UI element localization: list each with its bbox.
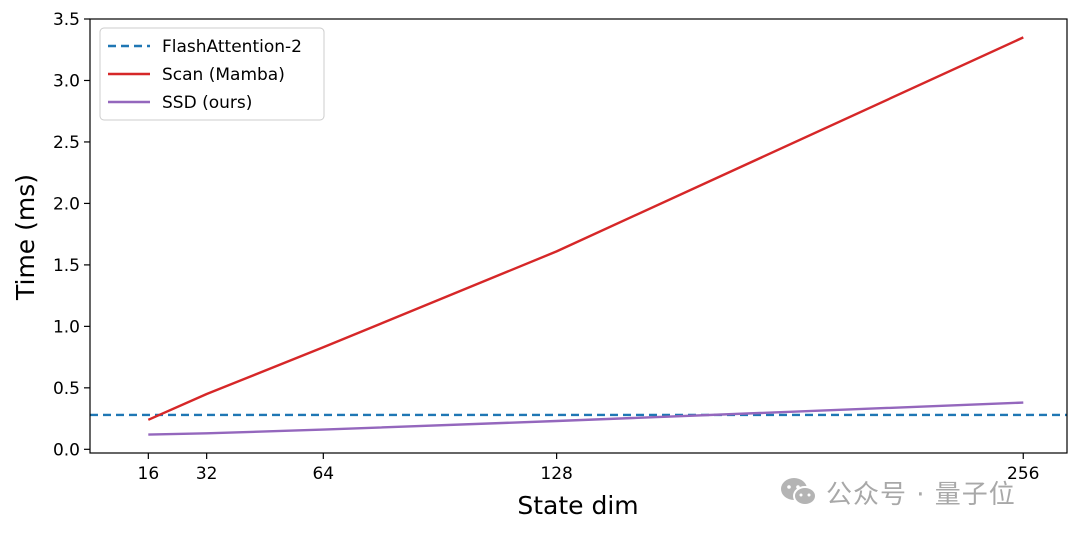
y-axis-label: Time (ms)	[11, 174, 40, 301]
legend-box	[99, 27, 325, 121]
legend-items: FlashAttention-2 Scan (Mamba) SSD (ours)	[108, 37, 302, 113]
watermark: 公众号 · 量子位	[780, 472, 1016, 512]
plot-frame	[89, 18, 1068, 454]
x-tick-label: 16	[138, 464, 160, 484]
legend-label-scan-mamba: Scan (Mamba)	[162, 65, 285, 85]
legend-label-flashattention-2: FlashAttention-2	[162, 37, 302, 57]
series-line-ssd-ours	[148, 401, 1024, 436]
x-axis-label: State dim	[517, 491, 638, 520]
series-line-scan-mamba	[147, 36, 1024, 421]
series-layer	[90, 36, 1067, 436]
x-tick-label: 256	[1007, 464, 1039, 484]
legend: FlashAttention-2 Scan (Mamba) SSD (ours)	[99, 27, 325, 121]
y-tick-label: 1.0	[53, 317, 80, 337]
y-tick-label: 3.0	[53, 71, 80, 91]
y-tick-label: 0.5	[53, 379, 80, 399]
y-tick-label: 2.5	[53, 133, 80, 153]
y-tick-label: 3.5	[53, 10, 80, 30]
wechat-icon	[781, 478, 817, 506]
x-tick-label: 128	[540, 464, 572, 484]
y-axis-ticks: 0.0 0.5 1.0 1.5 2.0 2.5 3.0 3.5	[53, 10, 90, 460]
x-tick-label: 64	[312, 464, 334, 484]
x-tick-label: 32	[196, 464, 218, 484]
y-tick-label: 0.0	[53, 440, 80, 460]
y-tick-label: 1.5	[53, 256, 80, 276]
legend-label-ssd-ours: SSD (ours)	[162, 93, 252, 113]
watermark-text: 公众号 · 量子位	[826, 479, 1016, 510]
y-tick-label: 2.0	[53, 194, 80, 214]
x-axis-ticks: 16 32 64 128 256	[138, 453, 1039, 484]
